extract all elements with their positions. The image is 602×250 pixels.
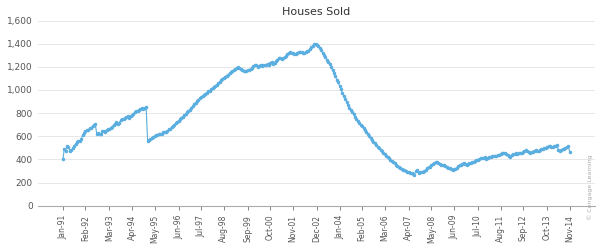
Title: Houses Sold: Houses Sold	[282, 7, 350, 17]
Text: © Cengage Learning: © Cengage Learning	[588, 154, 593, 220]
